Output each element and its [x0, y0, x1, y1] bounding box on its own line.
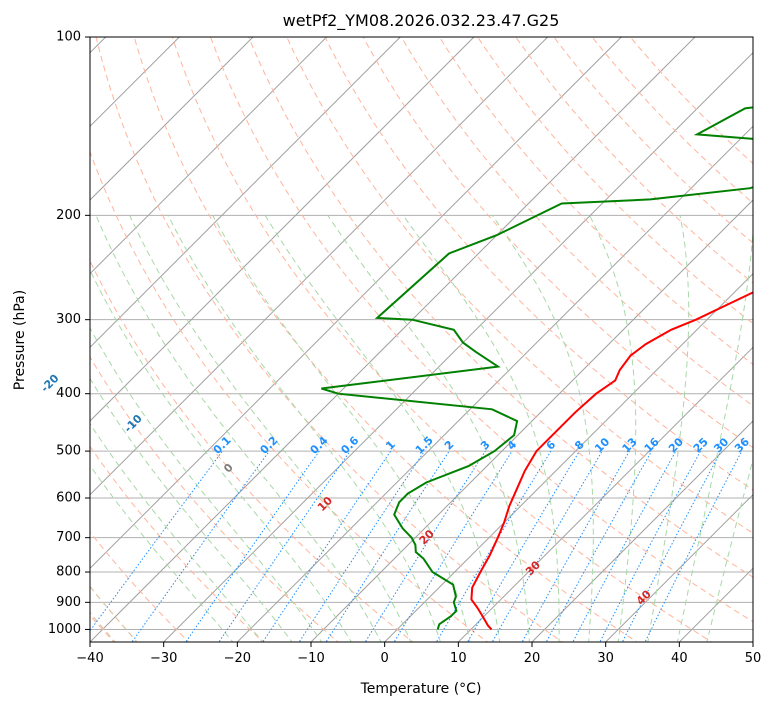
isotherm-line: [384, 272, 753, 642]
moist-adiabat-line: [402, 215, 560, 642]
x-tick-label: −40: [76, 651, 103, 666]
moist-adiabat-line: [90, 464, 234, 642]
dewpoint-profile-line: [321, 106, 753, 630]
isotherm-line: [90, 37, 475, 422]
isotherm-line: [90, 37, 696, 642]
y-tick-label: 300: [56, 312, 81, 327]
y-tick-label: 500: [56, 444, 81, 459]
isotherm-line: [310, 199, 753, 642]
mixing-ratio-line: [466, 450, 580, 642]
axes: −40 −30 −20 −10 0 10 20 30 40 50 100 200 300 400 500 60…: [48, 30, 761, 667]
mixing-ratio-line: [491, 450, 603, 642]
dry-adiabat-line: [515, 37, 753, 284]
moist-adiabat-line: [90, 327, 323, 642]
x-tick-label: 20: [524, 651, 541, 666]
isotherm-line: [457, 346, 753, 642]
y-tick-label: 800: [56, 565, 81, 580]
profile-lines: [321, 106, 753, 631]
mixing-ratio-line: [325, 450, 450, 642]
y-tick-label: 200: [56, 208, 81, 223]
moist-adiabat-line: [129, 215, 412, 642]
isotherm-line: [90, 37, 622, 570]
mixing-ratio-line: [644, 450, 743, 642]
dry-adiabat-line: [133, 37, 638, 642]
dry-adiabat-line: [90, 259, 414, 642]
x-tick-label: 40: [671, 651, 688, 666]
plot-frame: [89, 36, 754, 643]
mixing-ratio-line: [298, 450, 425, 642]
moist-adiabat-line: [647, 215, 690, 642]
y-tick-label: 900: [56, 595, 81, 610]
mixing-ratio-line: [572, 450, 677, 642]
mixing-ratio-line: [218, 450, 351, 642]
isotherm-line: [90, 37, 549, 496]
y-tick-label: 700: [56, 530, 81, 545]
dry-adiabat-line: [90, 445, 265, 642]
isotherm-line: [752, 641, 753, 642]
isotherm-line: [90, 37, 254, 201]
x-tick-label: 30: [597, 651, 614, 666]
moist-adiabat-line: [167, 215, 441, 642]
y-tick-label: 600: [56, 491, 81, 506]
mixing-ratio-line: [185, 450, 320, 642]
dry-adiabat-line: [209, 37, 753, 623]
isotherm-line: [90, 37, 328, 275]
chart-title: wetPf2_YM08.2026.032.23.47.G25: [283, 11, 560, 31]
x-tick-label: 10: [450, 651, 467, 666]
y-axis-label: Pressure (hPa): [12, 290, 28, 390]
x-tick-label: 50: [745, 651, 762, 666]
y-tick-label: 1000: [48, 622, 81, 637]
mixing-ratio-line: [364, 450, 486, 642]
moist-adiabat-line: [264, 215, 501, 642]
isotherm-line: [163, 51, 753, 642]
temperature-profile-line: [470, 291, 753, 631]
isotherm-line: [605, 493, 753, 642]
mixing-ratio-line: [131, 450, 270, 642]
y-tick-label: 100: [56, 30, 81, 45]
isotherm-line: [531, 420, 753, 642]
mixing-ratio-line: [90, 450, 223, 632]
x-tick-label: 0: [381, 651, 389, 666]
background-lines: [90, 37, 753, 642]
isotherm-line: [90, 37, 401, 349]
mixing-ratio-line: [393, 450, 513, 642]
dry-adiabat-line: [90, 150, 489, 642]
mixing-ratio-line: [621, 450, 722, 642]
moist-adiabat-line: [90, 377, 293, 642]
moist-adiabat-line: [212, 215, 471, 642]
mixing-ratio-line: [262, 450, 392, 642]
moist-adiabat-line: [90, 269, 352, 642]
moist-adiabat-line: [95, 215, 382, 642]
dry-adiabat-line: [95, 37, 564, 642]
x-tick-label: −30: [150, 651, 177, 666]
x-tick-label: −10: [297, 651, 324, 666]
moist-adiabat-line: [90, 422, 264, 642]
moist-adiabat-line: [491, 215, 594, 642]
y-tick-label: 400: [56, 386, 81, 401]
x-tick-label: −20: [224, 651, 251, 666]
mixing-ratio-line: [599, 450, 701, 642]
mixing-ratio-line: [435, 450, 552, 642]
x-axis-label: Temperature (°C): [360, 681, 482, 697]
